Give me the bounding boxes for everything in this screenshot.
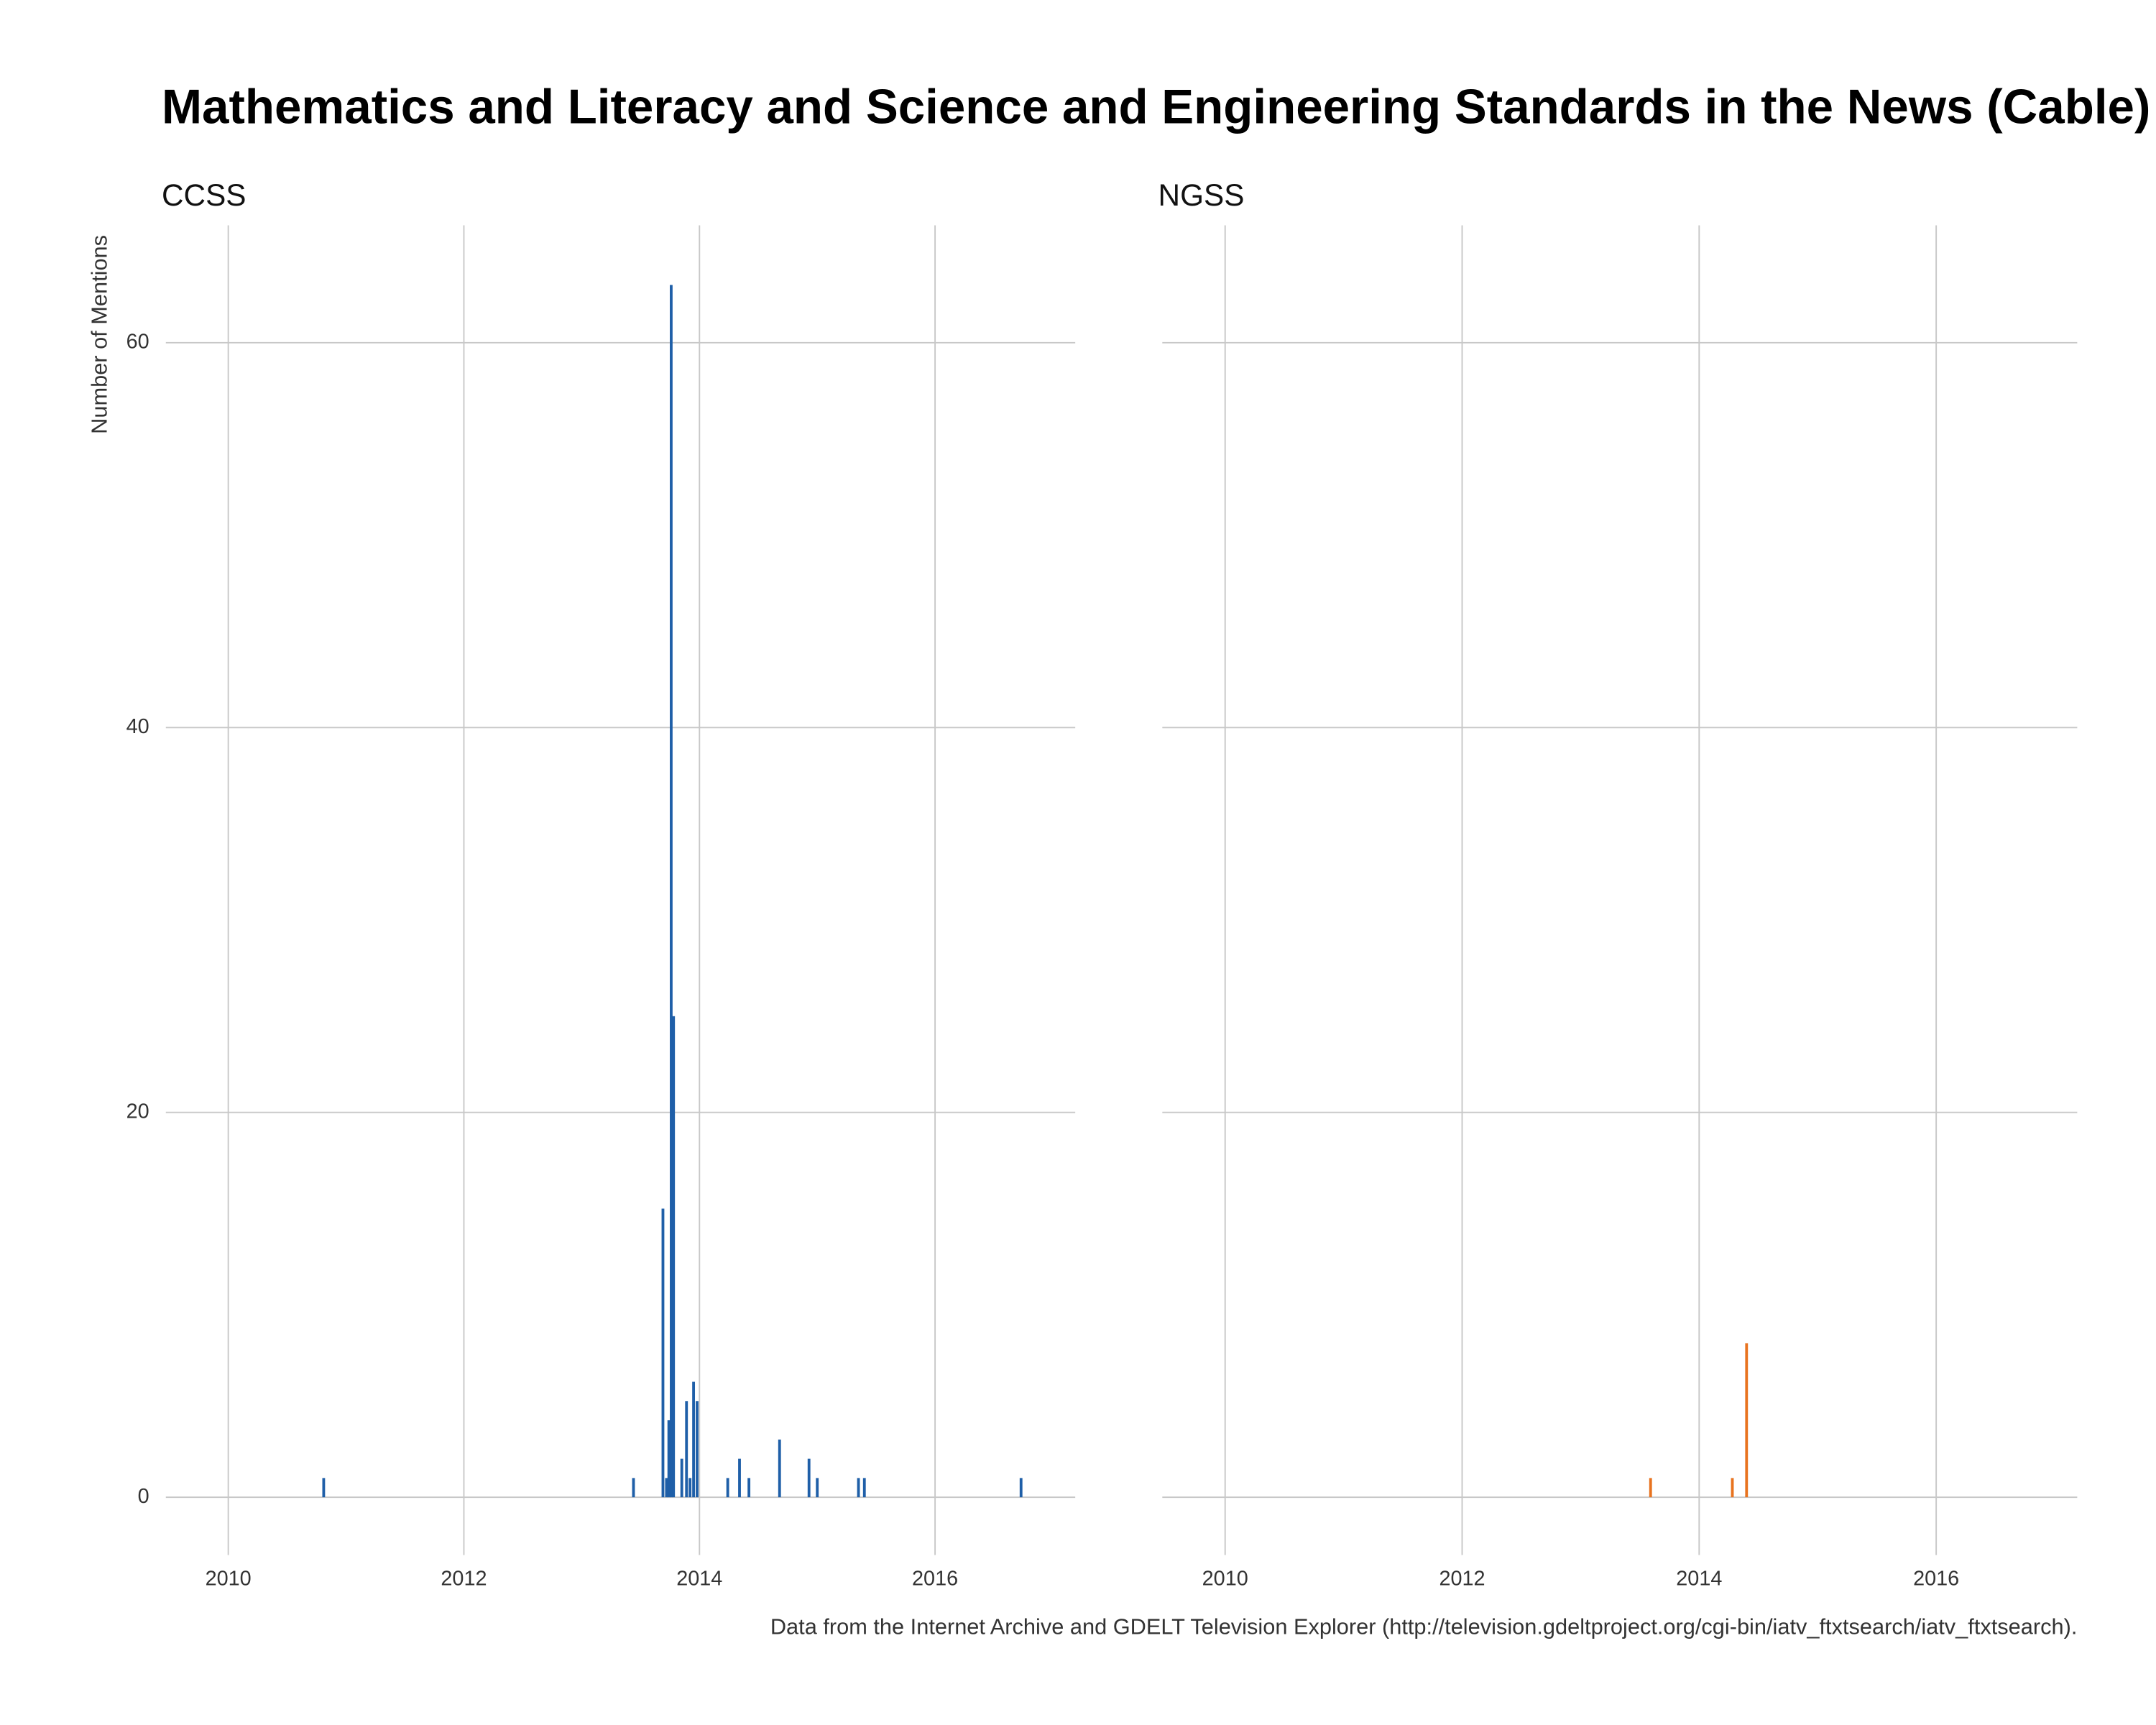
caption: Data from the Internet Archive and GDELT… [770, 1614, 2078, 1639]
bar [692, 1381, 696, 1498]
bar [807, 1458, 811, 1498]
x-tick-label: 2012 [441, 1568, 487, 1591]
bar [1745, 1343, 1749, 1498]
bar [696, 1401, 699, 1498]
bar [661, 1208, 665, 1498]
bar [672, 1016, 676, 1498]
bar [816, 1478, 819, 1498]
y-tick-label: 40 [126, 715, 149, 738]
y-tick-label: 0 [138, 1485, 149, 1508]
x-tick-label: 2014 [1676, 1568, 1722, 1591]
bar [747, 1478, 751, 1498]
x-tick-label: 2010 [206, 1568, 252, 1591]
x-tick-label: 2016 [1913, 1568, 1959, 1591]
y-axis-label: Number of Mentions [87, 235, 112, 434]
x-tick-label: 2010 [1202, 1568, 1248, 1591]
panel-title: NGSS [1158, 178, 1245, 212]
bar [688, 1478, 692, 1498]
panel-title: CCSS [162, 178, 247, 212]
x-tick-label: 2012 [1439, 1568, 1485, 1591]
y-tick-label: 60 [126, 330, 149, 353]
bar [1649, 1478, 1652, 1498]
y-tick-label: 20 [126, 1100, 149, 1123]
bar [857, 1478, 860, 1498]
bar [1731, 1478, 1734, 1498]
x-tick-label: 2014 [676, 1568, 722, 1591]
bar [670, 285, 673, 1498]
bar [665, 1478, 668, 1498]
bar [680, 1458, 683, 1498]
bar [726, 1478, 729, 1498]
x-tick-label: 2016 [912, 1568, 958, 1591]
bar [685, 1401, 688, 1498]
bar [632, 1478, 635, 1498]
bar [667, 1420, 671, 1498]
bar [322, 1478, 326, 1498]
bar [862, 1478, 866, 1498]
chart-title: Mathematics and Literacy and Science and… [162, 80, 2150, 134]
bar [778, 1439, 781, 1498]
bar [1019, 1478, 1023, 1498]
bar [738, 1458, 741, 1498]
